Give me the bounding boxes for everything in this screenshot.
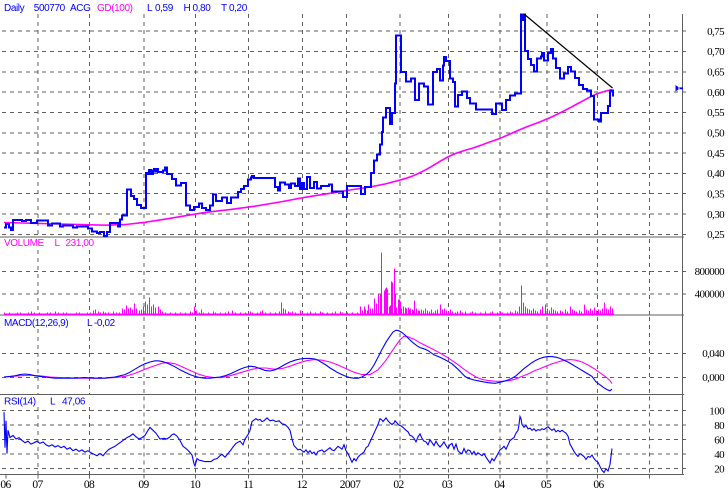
svg-text:60: 60 bbox=[714, 434, 725, 446]
svg-text:0,59: 0,59 bbox=[155, 3, 174, 14]
svg-text:05: 05 bbox=[541, 479, 552, 491]
svg-text:08: 08 bbox=[84, 479, 95, 491]
svg-text:Daily: Daily bbox=[4, 3, 25, 14]
svg-text:RSI(14): RSI(14) bbox=[4, 397, 36, 408]
svg-text:06: 06 bbox=[593, 479, 604, 491]
svg-text:03: 03 bbox=[442, 479, 453, 491]
svg-text:20: 20 bbox=[714, 463, 725, 475]
svg-text:0,000: 0,000 bbox=[702, 372, 725, 384]
svg-text:0,80: 0,80 bbox=[193, 3, 212, 14]
svg-text:L: L bbox=[50, 397, 56, 408]
svg-text:MACD(12,26,9): MACD(12,26,9) bbox=[4, 318, 68, 329]
svg-text:400000: 400000 bbox=[695, 289, 726, 301]
svg-text:L: L bbox=[147, 3, 153, 14]
svg-text:GD(100): GD(100) bbox=[97, 3, 133, 14]
svg-text:500770: 500770 bbox=[34, 3, 66, 14]
svg-text:11: 11 bbox=[243, 479, 254, 491]
svg-text:47,06: 47,06 bbox=[62, 397, 86, 408]
svg-text:12: 12 bbox=[297, 479, 308, 491]
svg-text:0,25: 0,25 bbox=[707, 229, 725, 241]
svg-text:ACG: ACG bbox=[70, 3, 91, 14]
svg-text:231,00: 231,00 bbox=[66, 238, 95, 249]
svg-text:07: 07 bbox=[32, 479, 43, 491]
svg-text:0,20: 0,20 bbox=[229, 3, 248, 14]
svg-text:09: 09 bbox=[138, 479, 149, 491]
svg-text:0,60: 0,60 bbox=[707, 87, 725, 99]
svg-text:2007: 2007 bbox=[340, 479, 361, 491]
svg-text:800000: 800000 bbox=[695, 266, 726, 278]
svg-text:40: 40 bbox=[714, 449, 725, 461]
svg-text:02: 02 bbox=[393, 479, 404, 491]
svg-text:80: 80 bbox=[714, 420, 725, 432]
svg-text:0,75: 0,75 bbox=[707, 26, 725, 38]
svg-text:0,040: 0,040 bbox=[702, 348, 725, 360]
svg-text:L: L bbox=[87, 318, 93, 329]
svg-text:100: 100 bbox=[709, 405, 725, 417]
svg-text:0,45: 0,45 bbox=[707, 148, 725, 160]
svg-text:L: L bbox=[55, 238, 61, 249]
svg-text:0,55: 0,55 bbox=[707, 107, 725, 119]
svg-text:H: H bbox=[184, 3, 191, 14]
svg-text:T: T bbox=[221, 3, 227, 14]
svg-text:0,50: 0,50 bbox=[707, 128, 725, 140]
svg-text:-0,02: -0,02 bbox=[94, 318, 116, 329]
svg-text:0,40: 0,40 bbox=[707, 168, 725, 180]
svg-text:06: 06 bbox=[0, 479, 11, 491]
svg-text:04: 04 bbox=[494, 479, 505, 491]
svg-text:0,30: 0,30 bbox=[707, 209, 725, 221]
svg-text:VOLUME: VOLUME bbox=[4, 238, 45, 249]
svg-text:10: 10 bbox=[190, 479, 201, 491]
svg-text:0,70: 0,70 bbox=[707, 46, 725, 58]
svg-text:0,35: 0,35 bbox=[707, 188, 725, 200]
svg-text:0,65: 0,65 bbox=[707, 67, 725, 79]
